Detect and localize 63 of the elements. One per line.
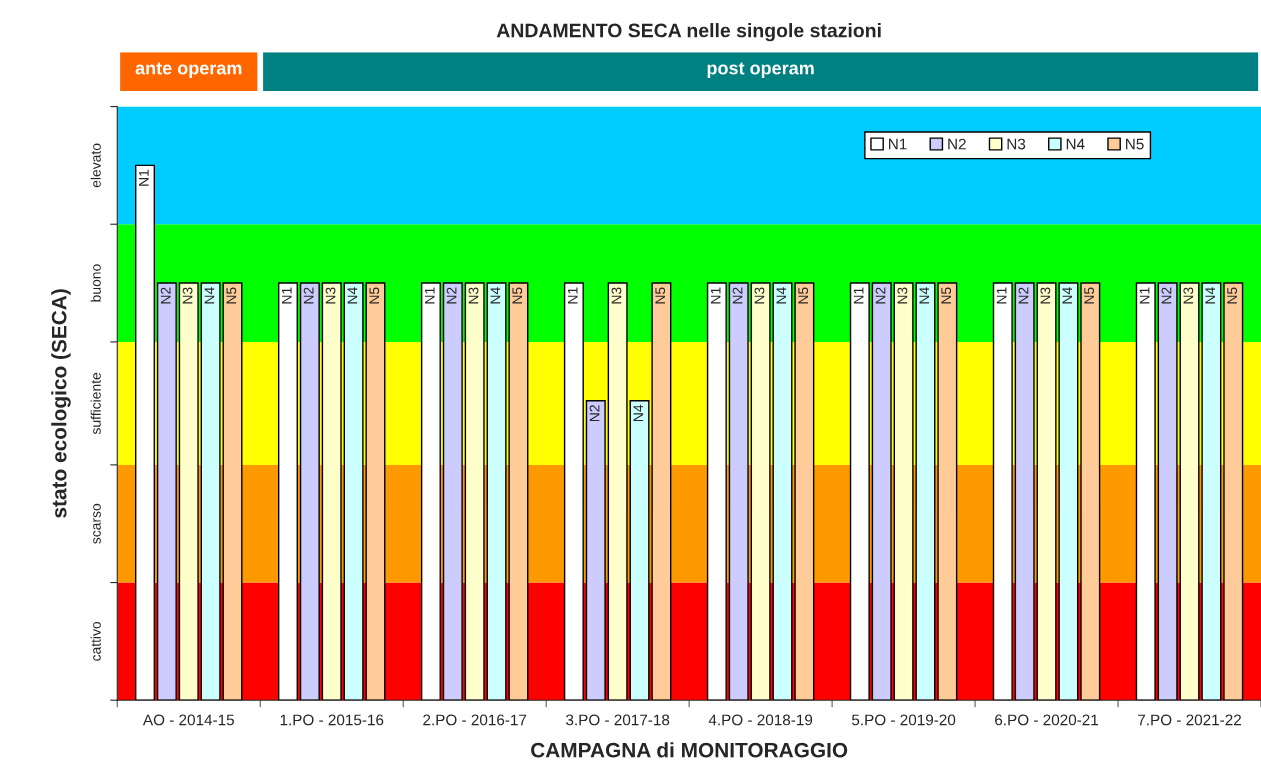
text: N5: [941, 287, 952, 304]
text: N3: [754, 287, 765, 304]
text: N4: [776, 287, 787, 304]
text: N1: [1139, 287, 1150, 304]
text: N3: [468, 287, 479, 304]
legend-label: N2: [948, 138, 966, 150]
text: N5: [226, 287, 237, 304]
text: N5: [798, 287, 809, 304]
text: N1: [282, 287, 292, 304]
text: N1: [424, 287, 435, 304]
legend-label: N4: [1066, 138, 1085, 150]
text: N5: [655, 287, 666, 304]
text: N3: [1183, 287, 1194, 304]
y-axis-title: stato ecologico (SECA): [51, 289, 71, 518]
x-tick-label: 1.PO - 2015-16: [280, 714, 384, 726]
text: N2: [732, 287, 743, 304]
chart-title: ANDAMENTO SECA nelle singole stazioni: [496, 23, 881, 42]
text: N3: [182, 287, 193, 304]
band-label: scarso: [93, 503, 101, 544]
text: N3: [611, 287, 622, 304]
text: N4: [1205, 287, 1215, 304]
band-label: buono: [90, 264, 101, 302]
band-label: elevato: [90, 143, 101, 188]
band-label: sufficiente: [90, 372, 101, 435]
text: N4: [1062, 287, 1073, 304]
text: N1: [139, 169, 149, 186]
text: N4: [347, 287, 358, 304]
text: N4: [204, 287, 215, 304]
text: N5: [1084, 287, 1095, 304]
x-tick-label: 6.PO - 2020-21: [995, 714, 1099, 726]
text: N5: [512, 287, 523, 304]
text: post operam: [707, 62, 814, 79]
text: N2: [446, 287, 457, 304]
x-tick-label: 3.PO - 2017-18: [566, 714, 670, 726]
text: N4: [919, 287, 930, 304]
text: ante operam: [135, 62, 242, 79]
x-tick-label: 4.PO - 2018-19: [708, 714, 813, 726]
text: N2: [589, 405, 600, 422]
band-label: cattivo: [90, 621, 101, 661]
text: N5: [1227, 287, 1237, 304]
text: N2: [875, 287, 886, 304]
x-axis-title: CAMPAGNA di MONITORAGGIO: [531, 742, 848, 758]
x-tick-label: AO - 2014-15: [142, 714, 234, 726]
text: N3: [325, 287, 336, 304]
text: N4: [490, 287, 501, 304]
legend-label: N5: [1126, 138, 1144, 150]
legend-label: N3: [1007, 138, 1026, 150]
text: N2: [1161, 287, 1172, 304]
text: N1: [710, 287, 721, 304]
text: N3: [897, 287, 908, 304]
text: N4: [633, 404, 644, 422]
text: N2: [303, 287, 314, 304]
text: N2: [160, 287, 171, 304]
x-tick-label: 5.PO - 2019-20: [851, 714, 956, 726]
text: N1: [567, 287, 578, 304]
x-tick-label: 2.PO - 2016-17: [423, 714, 527, 726]
text: N5: [369, 287, 380, 304]
text: N1: [853, 287, 864, 304]
legend-label: N1: [889, 138, 907, 150]
x-tick-label: 7.PO - 2021-22: [1138, 714, 1241, 726]
text: N1: [996, 287, 1007, 304]
text: N3: [1040, 287, 1051, 304]
text: N2: [1018, 287, 1029, 304]
